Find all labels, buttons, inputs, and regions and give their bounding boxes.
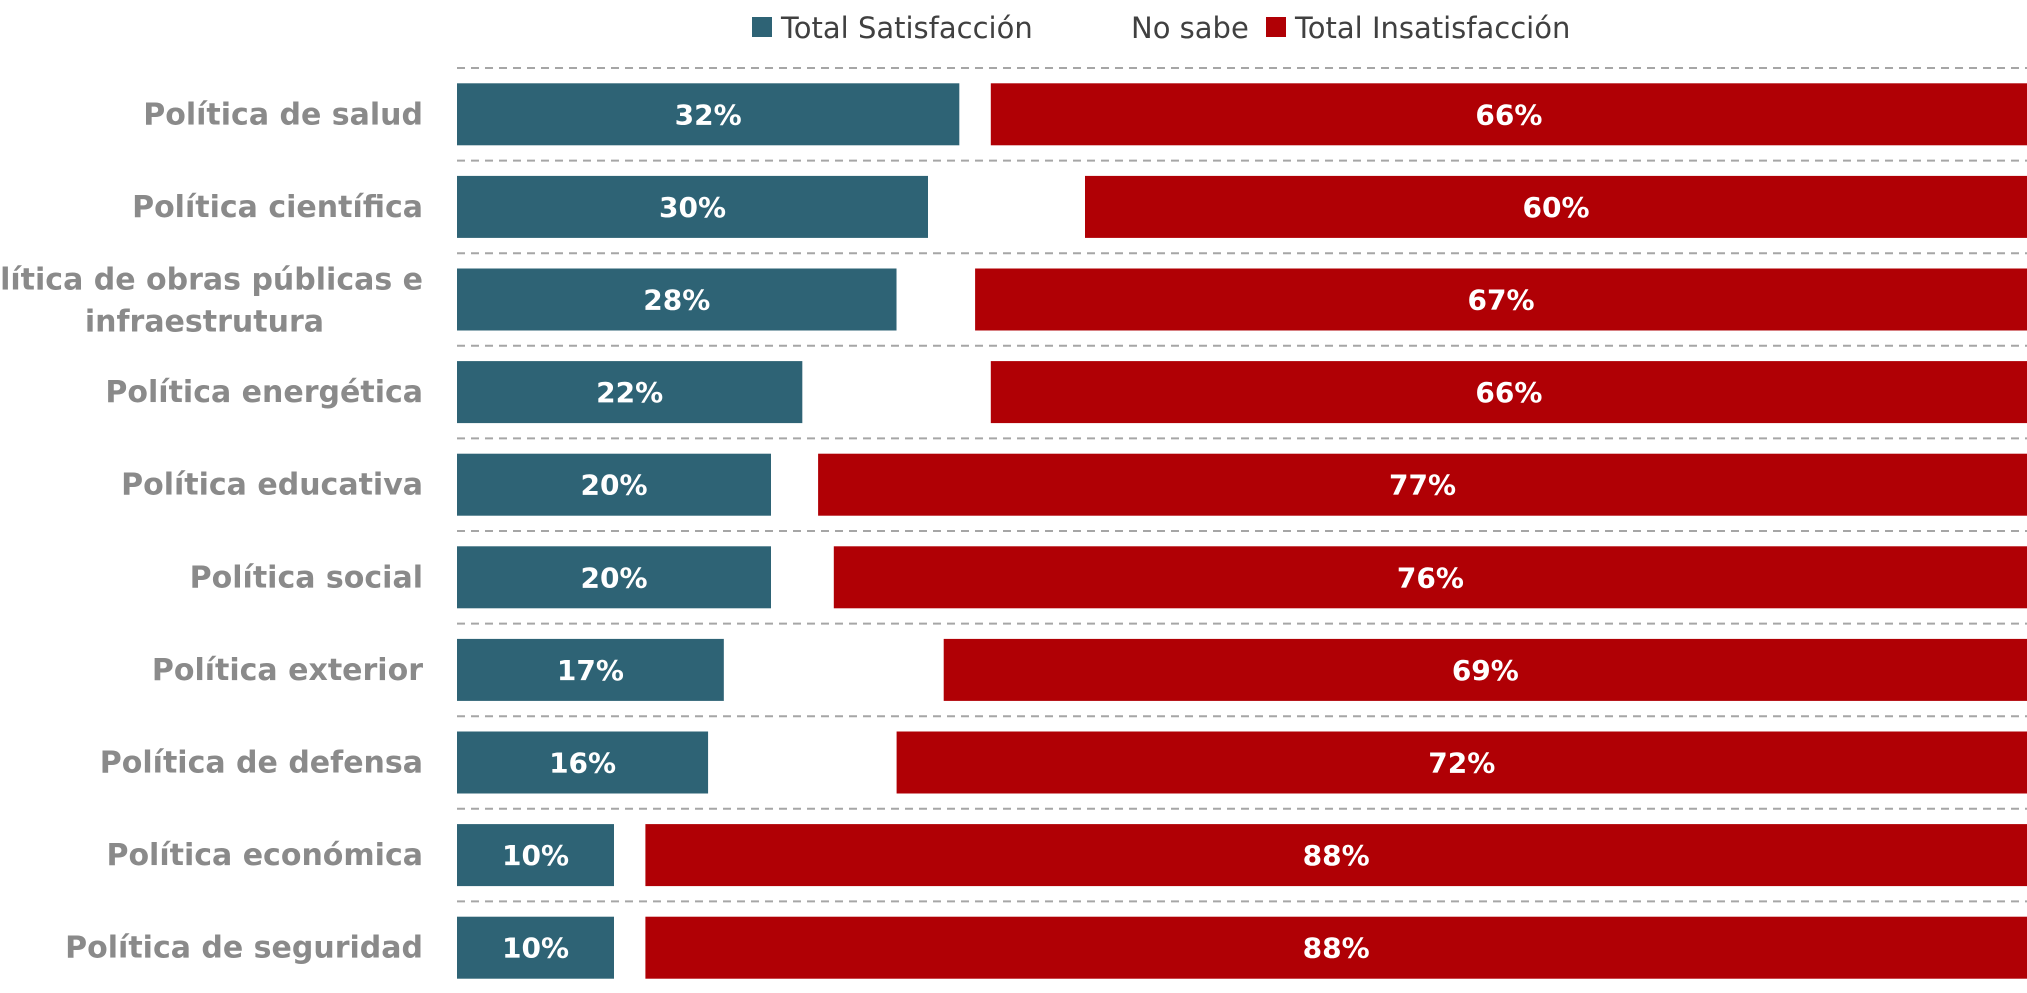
category-label-line: Política de obras públicas e: [0, 263, 423, 298]
bar-no-sabe-politica-cientifica: [928, 175, 1085, 238]
legend-label-total-insatisfaccion: Total Insatisfacción: [1294, 11, 1570, 45]
bar-total-insatisfaccion-politica-de-seguridad: [645, 916, 2027, 979]
data-label-total-insatisfaccion-politica-energetica: 66%: [1475, 376, 1542, 409]
category-label-politica-de-defensa: Política de defensa: [100, 746, 423, 781]
bar-total-satisfaccion-politica-de-salud: [457, 83, 960, 146]
legend: Total Satisfacción No sabe Total Insatisfa…: [752, 11, 1570, 45]
legend-label-total-satisfaccion: Total Satisfacción: [780, 11, 1033, 45]
bar-no-sabe-politica-energetica: [802, 361, 991, 424]
category-label-politica-de-obras-publicas-e-infraestrutura: Política de obras públicas e infraestrutu…: [0, 263, 423, 340]
bar-total-satisfaccion-politica-de-obras-publicas-e-infraestrutura: [457, 268, 897, 331]
legend-swatch-total-satisfaccion: [752, 17, 772, 37]
category-label-politica-cientifica: Política científica: [132, 190, 423, 225]
data-label-total-satisfaccion-politica-exterior: 17%: [557, 654, 624, 687]
category-label-politica-economica: Política económica: [106, 838, 423, 873]
data-label-total-satisfaccion-politica-de-seguridad: 10%: [502, 932, 569, 965]
bars: [457, 83, 2027, 979]
data-label-total-insatisfaccion-politica-de-obras-publicas-e-infraestrutura: 67%: [1468, 284, 1535, 317]
category-label-politica-energetica: Política energética: [105, 375, 423, 410]
bar-total-satisfaccion-politica-de-seguridad: [457, 916, 614, 979]
data-label-total-insatisfaccion-politica-exterior: 69%: [1452, 654, 1519, 687]
bar-total-satisfaccion-politica-educativa: [457, 453, 771, 516]
data-label-total-insatisfaccion-politica-de-seguridad: 88%: [1303, 932, 1370, 965]
bar-total-satisfaccion-politica-energetica: [457, 361, 803, 424]
bar-total-insatisfaccion-politica-de-salud: [990, 83, 2027, 146]
data-label-total-satisfaccion-politica-energetica: 22%: [596, 376, 663, 409]
category-label-line: infraestrutura: [85, 305, 324, 340]
bar-no-sabe-politica-exterior: [723, 638, 944, 701]
bar-total-insatisfaccion-politica-educativa: [818, 453, 2027, 516]
legend-label-no-sabe: No sabe: [1131, 11, 1249, 45]
bar-total-satisfaccion-politica-de-defensa: [457, 731, 709, 794]
legend-item-total-insatisfaccion: Total Insatisfacción: [1266, 11, 1570, 45]
legend-item-no-sabe: No sabe: [1102, 11, 1249, 45]
legend-item-total-satisfaccion: Total Satisfacción: [752, 11, 1033, 45]
bar-no-sabe-politica-de-seguridad: [614, 916, 646, 979]
gridlines: [457, 67, 2027, 903]
bar-total-insatisfaccion-politica-cientifica: [1085, 175, 2027, 238]
bar-no-sabe-politica-de-salud: [959, 83, 991, 146]
data-label-total-insatisfaccion-politica-de-defensa: 72%: [1428, 747, 1495, 780]
bar-total-insatisfaccion-politica-economica: [645, 824, 2027, 887]
legend-swatch-no-sabe: [1102, 17, 1122, 37]
data-label-total-satisfaccion-politica-educativa: 20%: [580, 469, 647, 502]
data-label-total-satisfaccion-politica-economica: 10%: [502, 839, 569, 872]
data-label-total-satisfaccion-politica-de-obras-publicas-e-infraestrutura: 28%: [643, 284, 710, 317]
category-label-politica-educativa: Política educativa: [121, 468, 423, 503]
data-label-total-insatisfaccion-politica-economica: 88%: [1303, 839, 1370, 872]
data-label-total-satisfaccion-politica-social: 20%: [580, 561, 647, 594]
bar-total-insatisfaccion-politica-de-defensa: [896, 731, 2027, 794]
category-label-politica-exterior: Política exterior: [152, 653, 423, 688]
data-labels: 32% 66% 30% 60% 28% 67% 22% 66% 20% 77% 20% 76% 17% 6…: [502, 98, 1590, 964]
bar-no-sabe-politica-social: [771, 546, 834, 609]
data-label-total-satisfaccion-politica-de-salud: 32%: [675, 98, 742, 131]
bar-total-insatisfaccion-politica-social: [833, 546, 2027, 609]
category-label-politica-de-salud: Política de salud: [143, 97, 423, 132]
bar-total-satisfaccion-politica-exterior: [457, 638, 724, 701]
bar-no-sabe-politica-economica: [614, 824, 646, 887]
bar-total-insatisfaccion-politica-de-obras-publicas-e-infraestrutura: [975, 268, 2027, 331]
bar-total-satisfaccion-politica-social: [457, 546, 771, 609]
bar-total-satisfaccion-politica-economica: [457, 824, 614, 887]
data-label-total-insatisfaccion-politica-de-salud: 66%: [1475, 98, 1542, 131]
bar-no-sabe-politica-educativa: [771, 453, 819, 516]
legend-swatch-total-insatisfaccion: [1266, 17, 1286, 37]
data-label-total-insatisfaccion-politica-cientifica: 60%: [1522, 191, 1589, 224]
bar-no-sabe-politica-de-defensa: [708, 731, 897, 794]
category-labels: Política de salud Política científica Polí…: [0, 97, 423, 965]
bar-no-sabe-politica-de-obras-publicas-e-infraestrutura: [896, 268, 976, 331]
bar-total-satisfaccion-politica-cientifica: [457, 175, 928, 238]
category-label-politica-de-seguridad: Política de seguridad: [65, 931, 423, 966]
data-label-total-insatisfaccion-politica-social: 76%: [1397, 561, 1464, 594]
data-label-total-insatisfaccion-politica-educativa: 77%: [1389, 469, 1456, 502]
category-label-politica-social: Política social: [190, 560, 423, 595]
data-label-total-satisfaccion-politica-de-defensa: 16%: [549, 747, 616, 780]
data-label-total-satisfaccion-politica-cientifica: 30%: [659, 191, 726, 224]
bar-total-insatisfaccion-politica-exterior: [943, 638, 2027, 701]
bar-total-insatisfaccion-politica-energetica: [990, 361, 2027, 424]
